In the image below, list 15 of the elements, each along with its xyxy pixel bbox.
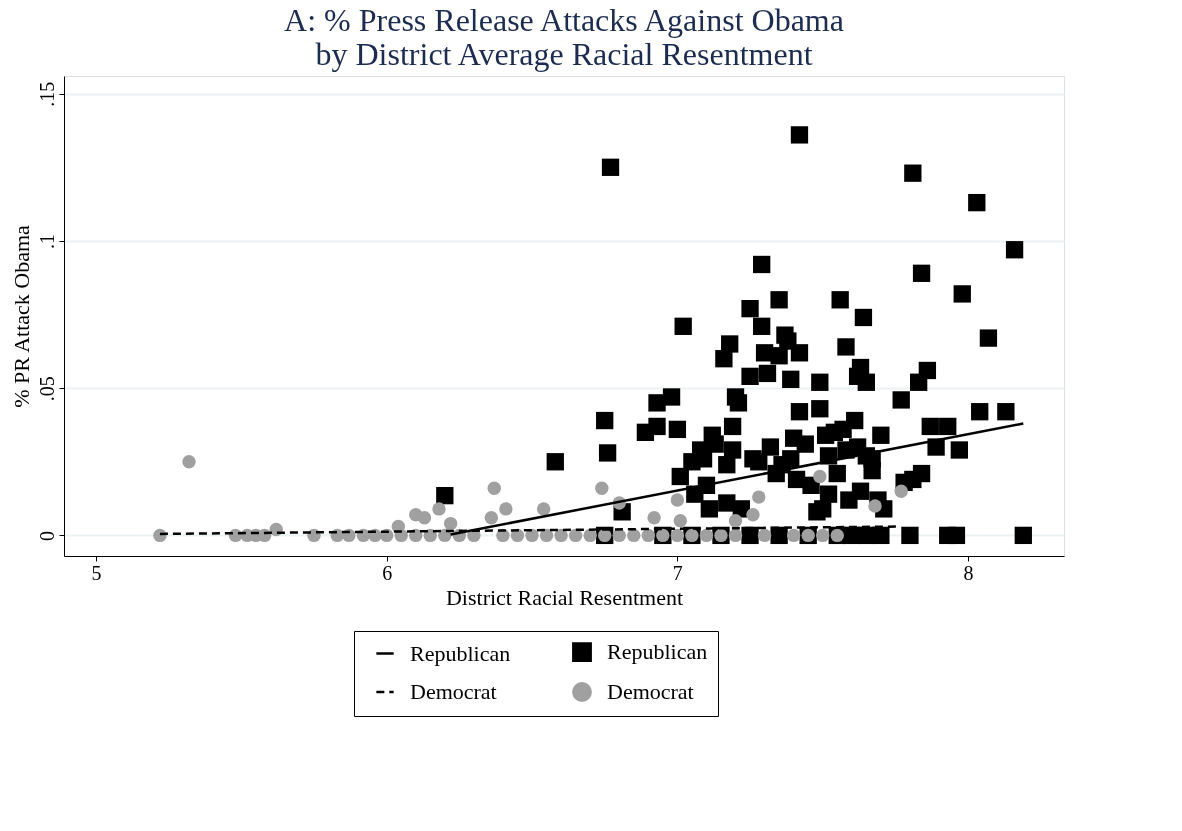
y-axis-title: % PR Attack Obama <box>8 224 34 408</box>
y-tick-label: .15 <box>35 81 58 107</box>
x-tick-label: 5 <box>91 561 102 584</box>
y-tick-label: .05 <box>35 376 58 402</box>
y-tick-label: .1 <box>35 233 58 249</box>
chart-title: A: % Press Release Attacks Against Obama by District Average Racial Resentment <box>284 2 844 72</box>
y-tick-label: 0 <box>35 530 58 541</box>
legend-label: Republican <box>410 640 511 666</box>
legend-label: Democrat <box>410 679 497 704</box>
x-axis-title: District Racial Resentment <box>445 584 684 610</box>
legend-label: Republican <box>607 639 708 665</box>
x-tick-label: 8 <box>963 561 974 584</box>
legend-label: Democrat <box>607 679 694 704</box>
x-tick-label: 6 <box>382 561 393 584</box>
x-tick-label: 7 <box>672 561 683 584</box>
